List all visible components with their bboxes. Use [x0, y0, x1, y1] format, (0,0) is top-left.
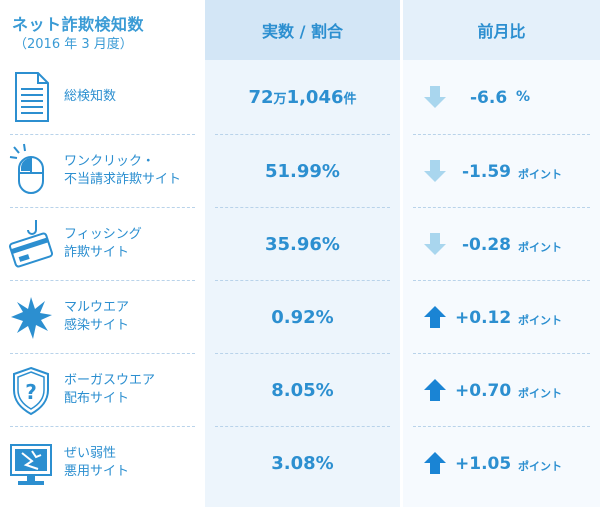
row-divider	[10, 134, 195, 135]
count-rest: 1,046	[286, 87, 344, 108]
category-label-line2: 配布サイト	[64, 391, 130, 406]
change-column-header: 前月比	[477, 22, 526, 41]
mouse-click-icon	[9, 143, 44, 194]
category-label-line1: マルウエア	[64, 300, 130, 315]
row-divider	[215, 207, 390, 208]
change-value: -0.28	[462, 235, 511, 255]
change-value: -6.6	[470, 88, 508, 108]
category-label-line2: 詐欺サイト	[64, 245, 130, 260]
change-value: +1.05	[455, 454, 512, 474]
table-row: 総検知数 72万1,046件 -6.6 %	[0, 61, 600, 133]
category-label-line1: フィッシング	[64, 227, 142, 242]
rate-value: 0.92%	[271, 307, 334, 328]
table-row: ? ボーガスウエア 配布サイト 8.05% +0.70 ポイント	[0, 354, 600, 426]
malware-burst-icon	[11, 297, 52, 339]
table-subtitle: （2016 年 3 月度）	[14, 37, 133, 52]
up-arrow-icon	[424, 306, 446, 328]
category-label: 総検知数	[64, 89, 117, 104]
table-row: マルウエア 感染サイト 0.92% +0.12 ポイント	[0, 281, 600, 353]
change-unit: ポイント	[518, 314, 562, 327]
table-row: ぜい弱性 悪用サイト 3.08% +1.05 ポイント	[0, 427, 600, 499]
row-divider	[413, 280, 590, 281]
broken-monitor-icon	[10, 444, 52, 485]
rate-value: 8.05%	[271, 380, 334, 401]
question-shield-icon: ?	[13, 366, 49, 416]
table-row: ワンクリック・ 不当請求詐欺サイト 51.99% -1.59 ポイント	[0, 135, 600, 207]
change-unit: ポイント	[518, 241, 562, 254]
category-label-line1: ぜい弱性	[64, 446, 117, 461]
document-icon	[15, 72, 49, 122]
rate-value: 51.99%	[265, 161, 340, 182]
row-divider	[10, 353, 195, 354]
category-label-line2: 感染サイト	[64, 318, 130, 333]
up-arrow-icon	[424, 379, 446, 401]
rate-value: 35.96%	[265, 234, 340, 255]
category-label-line1: ワンクリック・	[64, 154, 155, 169]
svg-text:?: ?	[25, 380, 37, 404]
table-row: フィッシング 詐欺サイト 35.96% -0.28 ポイント	[0, 208, 600, 280]
row-divider	[10, 280, 195, 281]
category-label-line2: 悪用サイト	[64, 464, 130, 479]
row-divider	[215, 426, 390, 427]
up-arrow-icon	[424, 452, 446, 474]
count-man: 72	[248, 87, 274, 108]
down-arrow-icon	[424, 86, 446, 108]
category-label-line1: ボーガスウエア	[64, 373, 156, 388]
change-unit: ポイント	[518, 387, 562, 400]
unit-man: 万	[273, 92, 287, 107]
row-divider	[413, 207, 590, 208]
count-value: 72万1,046件	[205, 87, 400, 108]
change-value: +0.70	[455, 381, 512, 401]
value-column	[205, 0, 400, 507]
change-unit: ポイント	[518, 168, 562, 181]
row-divider	[10, 207, 195, 208]
value-header-bg	[205, 0, 400, 60]
category-label-line2: 不当請求詐欺サイト	[64, 172, 182, 187]
change-value: -1.59	[462, 162, 511, 182]
change-header-bg	[403, 0, 600, 60]
down-arrow-icon	[424, 160, 446, 182]
row-divider	[413, 353, 590, 354]
hooked-card-icon	[9, 220, 53, 268]
row-divider	[10, 426, 195, 427]
value-column-header: 実数 / 割合	[262, 22, 343, 41]
row-divider	[215, 280, 390, 281]
rate-value: 3.08%	[271, 453, 334, 474]
table-title: ネット詐欺検知数	[12, 15, 145, 34]
unit-ken: 件	[343, 92, 357, 107]
change-unit: ポイント	[518, 460, 562, 473]
row-divider	[215, 353, 390, 354]
row-divider	[413, 426, 590, 427]
change-value: +0.12	[455, 308, 512, 328]
row-divider	[413, 134, 590, 135]
row-divider	[215, 134, 390, 135]
down-arrow-icon	[424, 233, 446, 255]
change-unit: %	[516, 89, 531, 105]
